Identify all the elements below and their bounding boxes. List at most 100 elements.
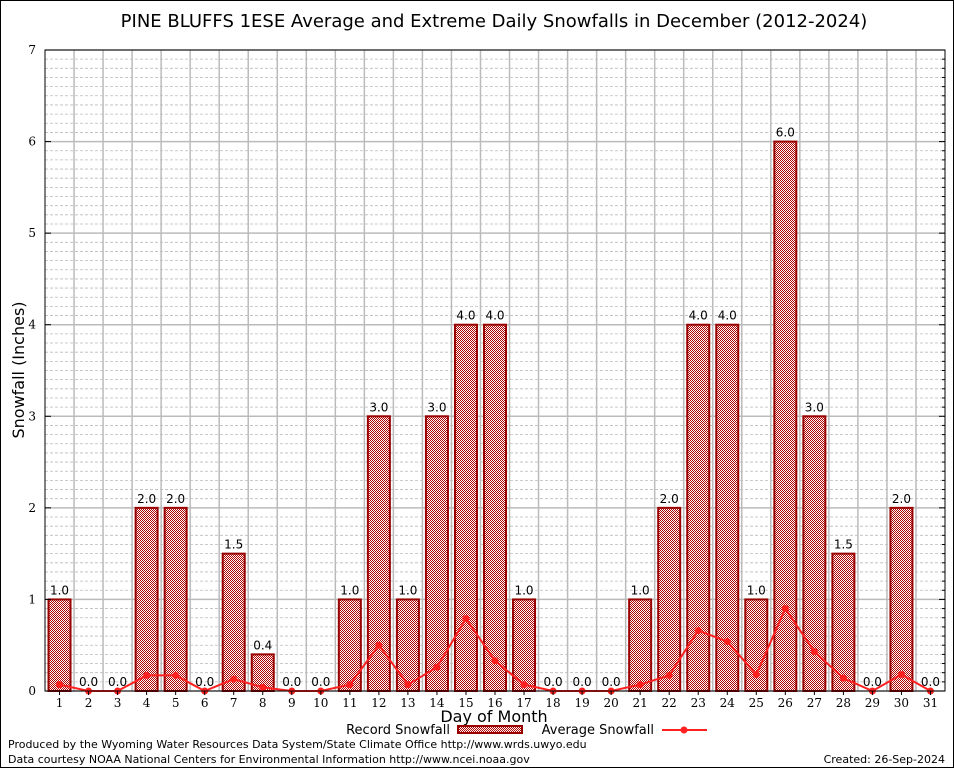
y-tick-label: 0 [28,684,36,698]
x-tick-label: 8 [259,696,267,710]
x-tick-label: 23 [691,696,706,710]
record-bar [889,506,914,692]
x-tick-label: 2 [85,696,93,710]
x-tick-label: 12 [371,696,386,710]
record-bar [47,598,72,693]
x-tick-label: 3 [114,696,122,710]
record-bar [686,323,711,692]
legend-record-label: Record Snowfall [346,723,450,738]
record-bar-label: 1.0 [514,583,533,597]
record-bar-label: 1.5 [224,538,243,552]
average-point [752,671,760,679]
average-point [259,683,267,691]
record-bar-label: 0.0 [602,675,621,689]
record-bar-label: 0.0 [311,675,330,689]
x-tick-label: 9 [288,696,296,710]
legend-record-swatch [457,725,523,734]
bars: 1.0 0.0 0.0 2.0 2.0 0.0 1.5 0.4 0.0 0.0 1.0 3.0 1.0 3… [47,126,940,693]
x-tick-label: 26 [778,696,793,710]
x-tick-label: 10 [313,696,328,710]
average-point [781,605,789,613]
average-point [143,671,151,679]
x-tick-label: 25 [749,696,764,710]
record-bar-label: 4.0 [689,309,708,323]
x-tick-label: 27 [807,696,822,710]
x-tick-label: 17 [516,696,531,710]
y-tick-label: 5 [28,226,36,240]
record-bar-label: 3.0 [369,400,388,414]
x-tick-label: 20 [603,696,618,710]
average-point [56,681,64,689]
record-bar [715,323,740,692]
average-point [723,638,731,646]
x-tick-label: 24 [720,696,736,710]
record-bar [163,506,188,692]
record-bar [366,415,391,692]
record-bar-label: 0.0 [108,675,127,689]
x-tick-label: 18 [545,696,560,710]
record-bar [453,323,478,692]
record-bar-label: 0.0 [79,675,98,689]
average-point [375,641,383,649]
record-bar-label: 0.0 [573,675,592,689]
record-bar-label: 3.0 [427,400,446,414]
record-bar [628,598,653,693]
x-tick-label: 6 [201,696,209,710]
record-bar-label: 2.0 [166,492,185,506]
x-tick-label: 15 [458,696,473,710]
y-tick-label: 4 [28,318,36,332]
legend-average-label: Average Snowfall [542,723,654,738]
footer-data-courtesy: Data courtesy NOAA National Centers for … [8,753,530,766]
record-bar [395,598,420,693]
average-point [665,671,673,679]
x-tick-label: 19 [574,696,589,710]
record-bar-label: 2.0 [892,492,911,506]
record-bar-label: 3.0 [805,400,824,414]
x-tick-label: 14 [429,696,445,710]
record-bar [483,323,507,692]
average-point [462,615,470,623]
record-bar-label: 0.0 [863,675,882,689]
y-tick-label: 1 [28,592,36,606]
record-bar-label: 1.0 [398,583,417,597]
legend: Record Snowfall Average Snowfall [346,723,707,738]
x-axis-label: Day of Month [440,707,547,726]
average-point [491,657,499,665]
record-bar-label: 2.0 [137,492,156,506]
record-bar-label: 1.0 [747,583,766,597]
x-tick-label: 13 [400,696,415,710]
record-bar-label: 6.0 [776,126,795,140]
y-tick-label: 6 [28,135,36,149]
y-tick-label: 3 [28,409,36,423]
footer-created: Created: 26-Sep-2024 [824,753,945,766]
average-point [636,681,644,689]
x-tick-label: 11 [342,696,357,710]
x-tick-label: 1 [56,696,64,710]
record-bar-label: 4.0 [456,309,475,323]
x-tick-label: 31 [923,696,938,710]
record-bar-label: 0.4 [253,638,272,652]
record-bar-label: 0.0 [921,675,940,689]
record-bar-label: 2.0 [660,492,679,506]
record-bar-label: 0.0 [195,675,214,689]
record-bar-label: 1.0 [340,583,359,597]
average-point [520,681,528,689]
x-tick-label: 21 [633,696,648,710]
average-point [346,681,354,689]
record-bar-label: 1.5 [834,538,853,552]
record-bar [424,415,449,692]
record-bar-label: 0.0 [282,675,301,689]
x-tick-label: 4 [143,696,151,710]
footer-produced-by: Produced by the Wyoming Water Resources … [8,738,587,751]
legend-average-marker [680,726,688,734]
average-point [810,648,818,656]
y-axis-label: Snowfall (Inches) [9,301,28,438]
record-bar [134,506,159,692]
x-tick-label: 30 [894,696,909,710]
average-point [897,671,905,679]
x-tick-label: 29 [865,696,880,710]
x-tick-label: 16 [487,696,502,710]
record-bar-label: 1.0 [50,583,69,597]
record-bar [337,598,362,693]
